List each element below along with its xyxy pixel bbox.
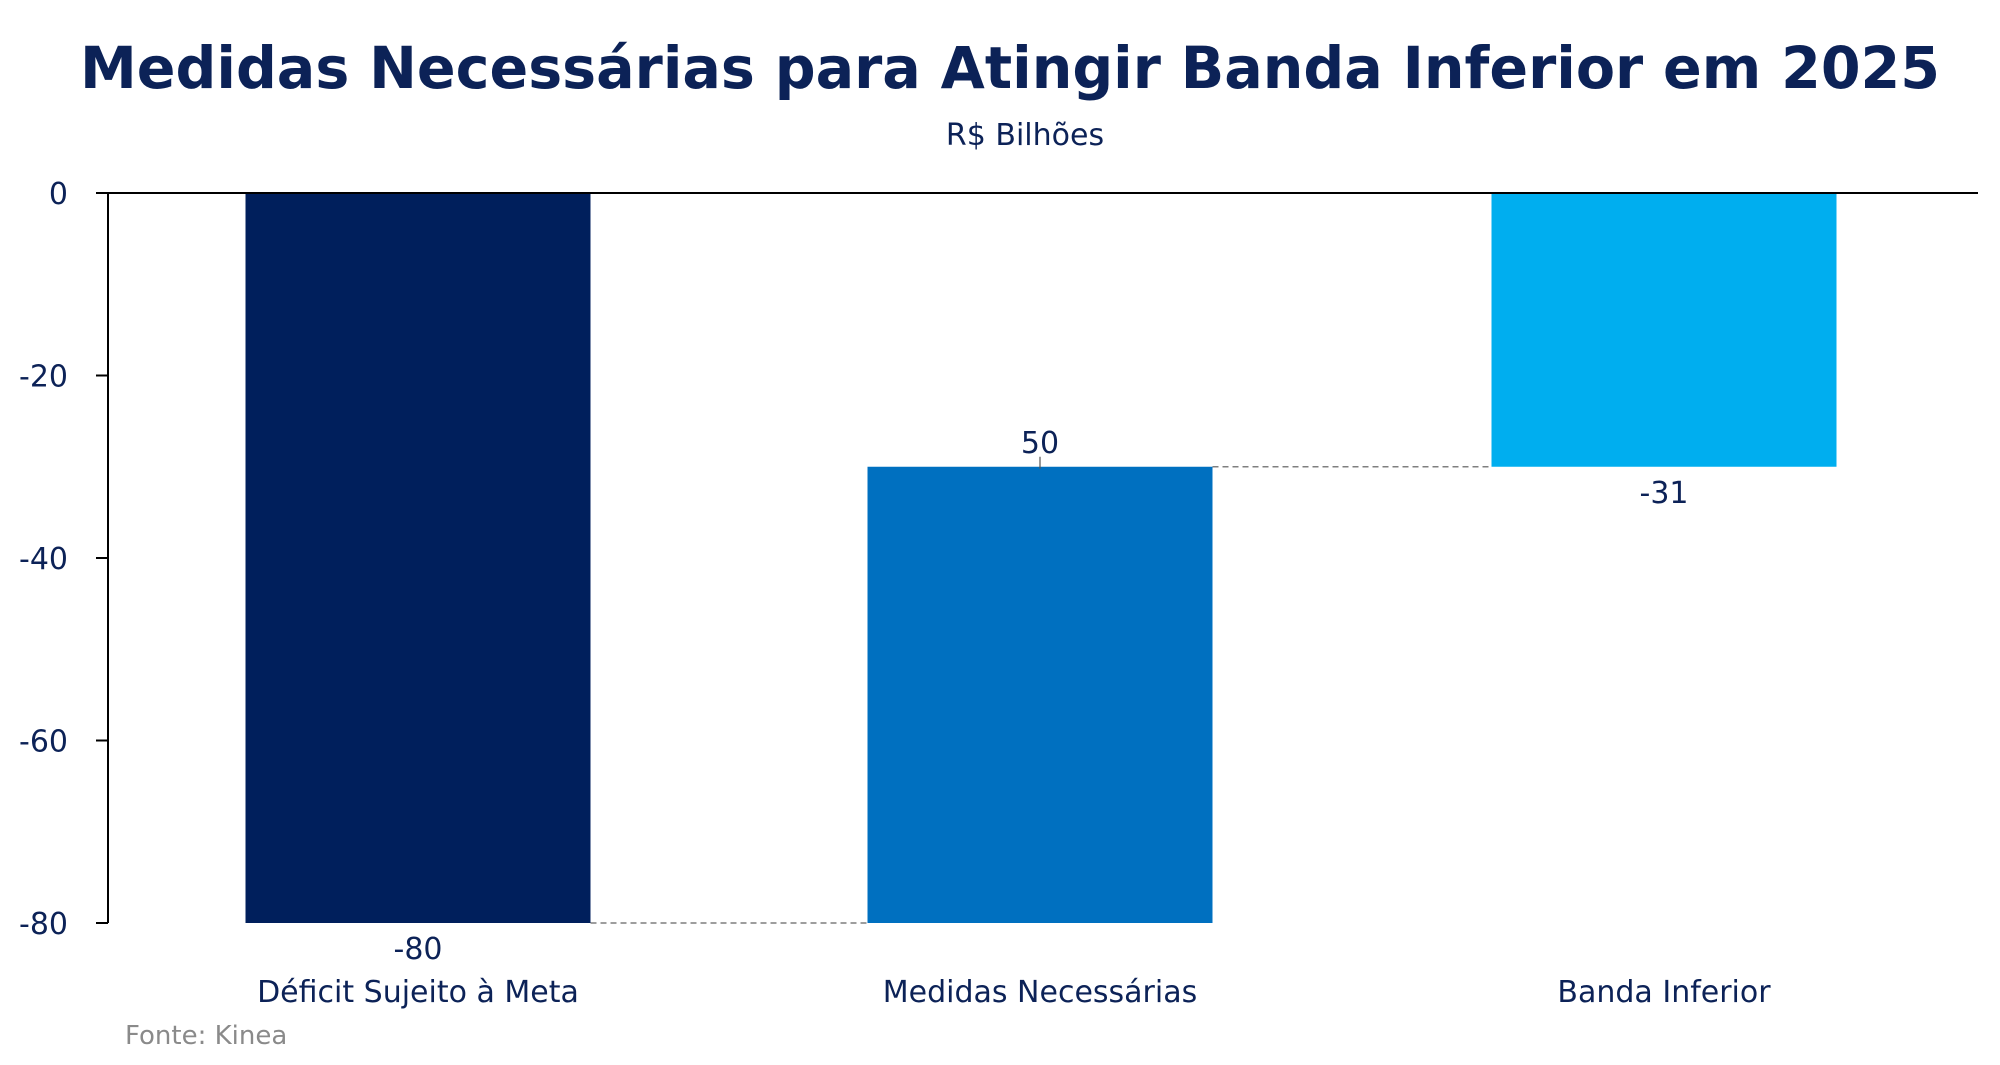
y-tick-label-2: -40 — [19, 542, 68, 577]
data-label-1: 50 — [1021, 426, 1059, 461]
chart-subtitle: R$ Bilhões — [946, 118, 1104, 153]
bar-0 — [245, 193, 591, 923]
chart-title: Medidas Necessárias para Atingir Banda I… — [80, 34, 1940, 102]
bar-2 — [1491, 193, 1837, 467]
bar-1 — [867, 466, 1213, 923]
y-tick-label-4: -80 — [19, 907, 68, 942]
data-label-2: -31 — [1640, 476, 1689, 511]
data-label-0: -80 — [394, 932, 443, 967]
source-note: Fonte: Kinea — [125, 1021, 287, 1051]
y-tick-label-1: -20 — [19, 360, 68, 395]
x-category-label-2: Banda Inferior — [1557, 975, 1771, 1010]
x-category-label-0: Déficit Sujeito à Meta — [257, 975, 579, 1010]
x-category-label-1: Medidas Necessárias — [883, 975, 1198, 1010]
y-tick-label-3: -60 — [19, 725, 68, 760]
y-tick-label-0: 0 — [49, 177, 68, 212]
chart-plot-area: 0 -20 -40 -60 -80 -80 50 -31 Déficit Sujeito à M… — [19, 177, 1978, 1010]
